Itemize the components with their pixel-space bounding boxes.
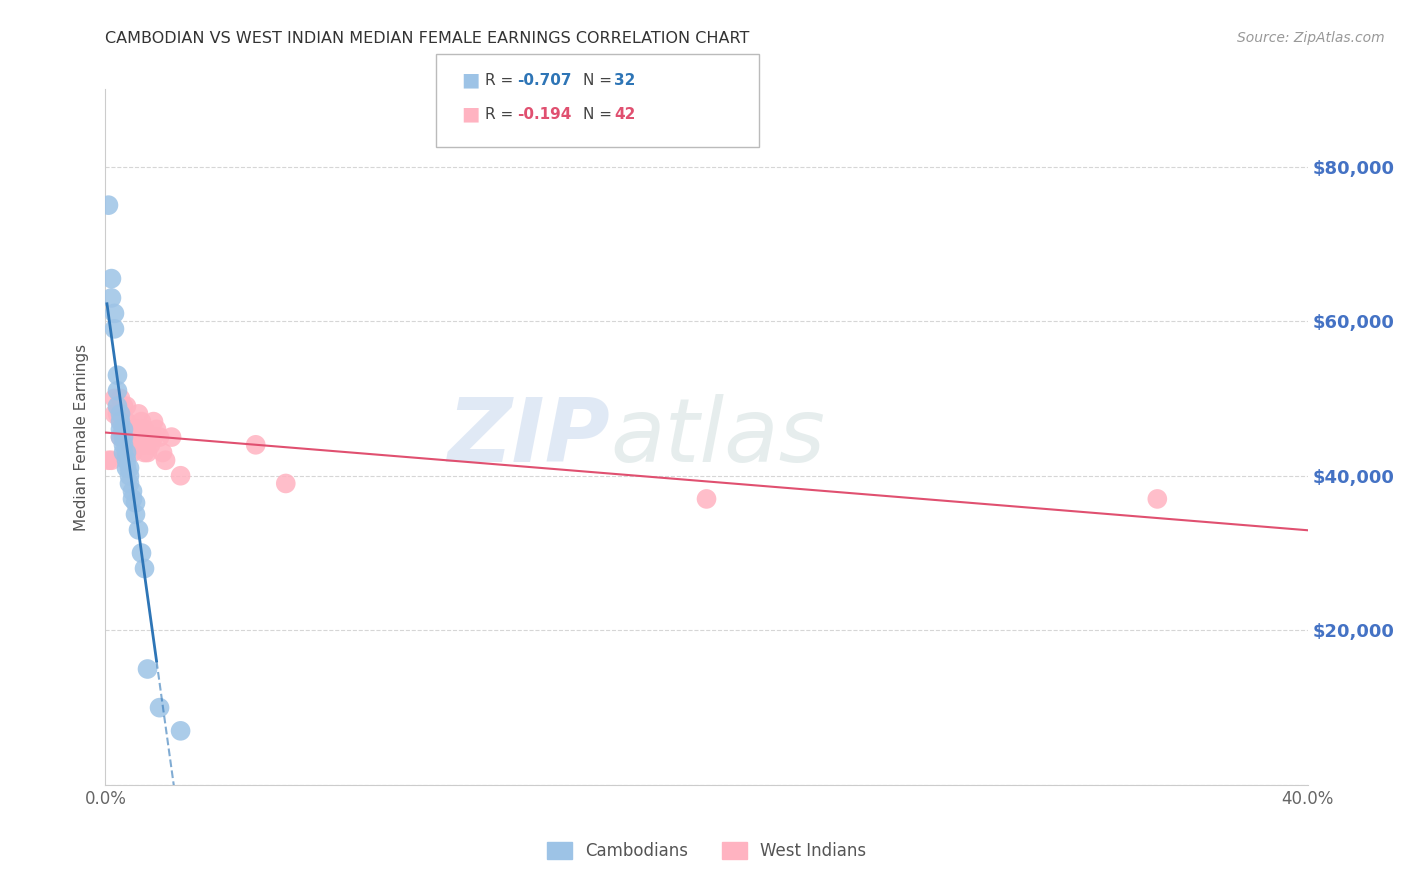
- Point: [107, 384, 129, 398]
- Point: [134, 422, 156, 436]
- Point: [118, 468, 141, 483]
- Text: CAMBODIAN VS WEST INDIAN MEDIAN FEMALE EARNINGS CORRELATION CHART: CAMBODIAN VS WEST INDIAN MEDIAN FEMALE E…: [105, 31, 749, 46]
- Legend: Cambodians, West Indians: Cambodians, West Indians: [540, 836, 873, 867]
- Point: [100, 291, 122, 305]
- Point: [128, 523, 150, 537]
- Text: ZIP: ZIP: [447, 393, 610, 481]
- Point: [145, 422, 167, 436]
- Text: atlas: atlas: [610, 394, 825, 480]
- Point: [131, 415, 153, 429]
- Point: [696, 491, 718, 506]
- Point: [128, 407, 150, 421]
- Point: [110, 415, 132, 429]
- Point: [100, 271, 122, 285]
- Text: Source: ZipAtlas.com: Source: ZipAtlas.com: [1237, 31, 1385, 45]
- Point: [110, 392, 132, 406]
- Point: [112, 430, 135, 444]
- Point: [112, 445, 135, 459]
- Point: [110, 407, 132, 421]
- Point: [118, 476, 141, 491]
- Point: [110, 422, 132, 436]
- Point: [107, 399, 129, 413]
- Point: [131, 546, 153, 560]
- Text: 42: 42: [614, 107, 636, 121]
- Point: [139, 438, 162, 452]
- Point: [128, 422, 150, 436]
- Point: [112, 399, 135, 413]
- Point: [124, 508, 146, 522]
- Point: [103, 306, 125, 320]
- Point: [115, 430, 138, 444]
- Point: [152, 445, 174, 459]
- Point: [148, 430, 170, 444]
- Point: [121, 438, 143, 452]
- Point: [134, 561, 156, 575]
- Text: 32: 32: [614, 73, 636, 87]
- Point: [121, 491, 143, 506]
- Point: [169, 723, 191, 738]
- Text: -0.707: -0.707: [517, 73, 572, 87]
- Point: [1146, 491, 1168, 506]
- Point: [131, 430, 153, 444]
- Point: [107, 368, 129, 383]
- Point: [115, 399, 138, 413]
- Point: [136, 445, 159, 459]
- Text: ■: ■: [461, 70, 479, 90]
- Point: [115, 461, 138, 475]
- Point: [134, 445, 156, 459]
- Text: N =: N =: [583, 107, 617, 121]
- Point: [274, 476, 297, 491]
- Text: R =: R =: [485, 73, 519, 87]
- Point: [118, 430, 141, 444]
- Point: [148, 700, 170, 714]
- Point: [100, 453, 122, 467]
- Point: [121, 484, 143, 499]
- Point: [118, 461, 141, 475]
- Point: [155, 453, 177, 467]
- Point: [142, 430, 165, 444]
- Point: [103, 407, 125, 421]
- Point: [97, 453, 120, 467]
- Text: R =: R =: [485, 107, 519, 121]
- Point: [115, 445, 138, 459]
- Point: [110, 415, 132, 429]
- Point: [245, 438, 267, 452]
- Point: [124, 422, 146, 436]
- Point: [142, 415, 165, 429]
- Point: [121, 445, 143, 459]
- Point: [169, 468, 191, 483]
- Point: [115, 415, 138, 429]
- Point: [110, 430, 132, 444]
- Point: [134, 438, 156, 452]
- Point: [124, 438, 146, 452]
- Point: [107, 407, 129, 421]
- Point: [139, 430, 162, 444]
- Point: [112, 422, 135, 436]
- Text: N =: N =: [583, 73, 617, 87]
- Point: [124, 496, 146, 510]
- Y-axis label: Median Female Earnings: Median Female Earnings: [75, 343, 90, 531]
- Text: -0.194: -0.194: [517, 107, 572, 121]
- Point: [118, 438, 141, 452]
- Point: [112, 422, 135, 436]
- Point: [115, 453, 138, 467]
- Point: [160, 430, 183, 444]
- Point: [110, 430, 132, 444]
- Point: [97, 198, 120, 212]
- Point: [136, 662, 159, 676]
- Text: ■: ■: [461, 104, 479, 124]
- Point: [103, 322, 125, 336]
- Point: [118, 422, 141, 436]
- Point: [103, 392, 125, 406]
- Point: [112, 438, 135, 452]
